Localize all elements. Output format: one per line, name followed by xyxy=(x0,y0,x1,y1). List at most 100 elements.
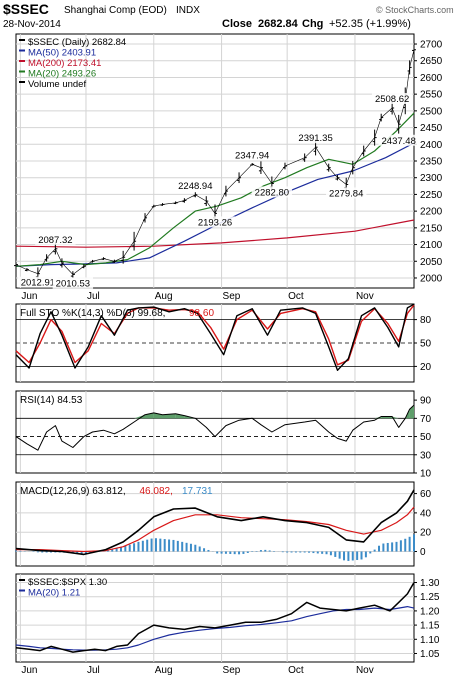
legend-entry: 98.60 xyxy=(189,308,214,319)
month-label: Sep xyxy=(223,665,241,676)
y-tick-label: 0 xyxy=(420,547,426,558)
y-tick-label: 50 xyxy=(420,432,432,443)
macd-histogram-bar xyxy=(343,552,345,561)
legend-swatch xyxy=(19,71,25,73)
price-annotation: 2010.53 xyxy=(56,278,90,289)
macd-histogram-bar xyxy=(374,550,376,552)
legend-entry: $SSEC:$SPX 1.30 xyxy=(28,577,107,588)
macd-histogram-bar xyxy=(339,552,341,559)
macd-histogram-bar xyxy=(238,552,240,555)
macd-histogram-bar xyxy=(15,551,17,552)
macd-histogram-bar xyxy=(304,552,306,553)
change-label: Chg xyxy=(302,18,323,30)
price-annotation: 2282.80 xyxy=(255,187,289,198)
macd-histogram-bar xyxy=(159,539,161,552)
macd-histogram-bar xyxy=(186,543,188,552)
y-tick-label: 2250 xyxy=(420,190,443,201)
macd-histogram-bar xyxy=(229,552,231,554)
y-tick-label: 2100 xyxy=(420,240,443,251)
macd-histogram-bar xyxy=(124,546,126,552)
y-tick-label: 10 xyxy=(420,469,432,480)
price-annotation: 2248.94 xyxy=(178,181,212,192)
month-label: Nov xyxy=(356,291,374,302)
macd-histogram-bar xyxy=(168,540,170,552)
y-tick-label: 2400 xyxy=(420,140,443,151)
panel-ratio: 1.301.251.201.151.101.05$SSEC:$SPX 1.30M… xyxy=(16,574,440,662)
macd-histogram-bar xyxy=(299,552,301,553)
legend-entry: MA(20) 1.21 xyxy=(28,588,80,599)
macd-histogram-bar xyxy=(400,540,402,551)
legend-swatch xyxy=(19,579,25,581)
month-label: Jul xyxy=(87,291,100,302)
y-tick-label: 2150 xyxy=(420,223,443,234)
legend-swatch xyxy=(19,81,25,83)
macd-histogram-bar xyxy=(242,552,244,554)
price-annotation: 2087.32 xyxy=(38,235,72,246)
macd-histogram-bar xyxy=(142,541,144,552)
macd-histogram-bar xyxy=(137,542,139,552)
month-label: Jul xyxy=(87,665,100,676)
panel-price: 2700265026002550250024502400235023002250… xyxy=(14,34,443,289)
price-annotation: 2391.35 xyxy=(298,133,332,144)
y-tick-label: 2450 xyxy=(420,123,443,134)
close-value: 2682.84 xyxy=(258,18,299,30)
y-tick-label: 1.30 xyxy=(420,578,440,589)
macd-histogram-bar xyxy=(382,544,384,552)
macd-histogram-bar xyxy=(37,552,39,553)
y-tick-label: 2050 xyxy=(420,257,443,268)
y-tick-label: 2500 xyxy=(420,106,443,117)
legend-entry: MACD(12,26,9) 63.812, xyxy=(20,486,126,497)
index-name: Shanghai Comp (EOD) xyxy=(64,5,167,16)
macd-histogram-bar xyxy=(330,552,332,556)
macd-histogram-bar xyxy=(291,552,293,553)
y-tick-label: 2350 xyxy=(420,157,443,168)
macd-histogram-bar xyxy=(133,543,135,551)
macd-histogram-bar xyxy=(409,537,411,552)
macd-histogram-bar xyxy=(164,539,166,551)
y-tick-label: 2300 xyxy=(420,173,443,184)
legend-entry: MA(200) 2173.41 xyxy=(28,58,101,69)
macd-histogram-bar xyxy=(129,545,131,552)
macd-histogram-bar xyxy=(413,534,415,551)
macd-histogram-bar xyxy=(177,541,179,552)
y-tick-label: 1.15 xyxy=(420,621,440,632)
macd-histogram-bar xyxy=(396,542,398,552)
macd-histogram-bar xyxy=(404,539,406,552)
macd-histogram-bar xyxy=(247,552,249,553)
macd-histogram-bar xyxy=(260,550,262,551)
macd-histogram-bar xyxy=(225,552,227,554)
y-tick-label: 50 xyxy=(420,339,432,350)
legend-entry: 17.731 xyxy=(182,486,213,497)
y-tick-label: 2000 xyxy=(420,273,443,284)
y-tick-label: 2550 xyxy=(420,90,443,101)
macd-histogram-bar xyxy=(264,550,266,552)
macd-histogram-bar xyxy=(234,552,236,555)
y-tick-label: 80 xyxy=(420,315,432,326)
month-label: Aug xyxy=(155,665,173,676)
legend-entry: MA(50) 2403.91 xyxy=(28,48,96,59)
macd-histogram-bar xyxy=(352,552,354,561)
macd-histogram-bar xyxy=(356,552,358,560)
y-tick-label: 2650 xyxy=(420,56,443,67)
macd-histogram-bar xyxy=(221,552,223,554)
macd-histogram-bar xyxy=(312,552,314,554)
macd-histogram-bar xyxy=(194,545,196,552)
macd-histogram-bar xyxy=(172,540,174,552)
y-tick-label: 2600 xyxy=(420,73,443,84)
y-tick-label: 1.20 xyxy=(420,606,440,617)
legend-swatch xyxy=(19,60,25,62)
y-tick-label: 40 xyxy=(420,508,432,519)
price-annotation: 2279.84 xyxy=(329,188,363,199)
macd-histogram-bar xyxy=(334,552,336,557)
macd-histogram-bar xyxy=(269,550,271,551)
month-label: Jun xyxy=(21,291,37,302)
macd-histogram-bar xyxy=(41,552,43,553)
brand-watermark: © StockCharts.com xyxy=(376,5,454,15)
macd-histogram-bar xyxy=(282,552,284,553)
macd-histogram-bar xyxy=(181,542,183,552)
price-annotation: 2508.62 xyxy=(375,94,409,105)
y-tick-label: 1.05 xyxy=(420,649,440,660)
